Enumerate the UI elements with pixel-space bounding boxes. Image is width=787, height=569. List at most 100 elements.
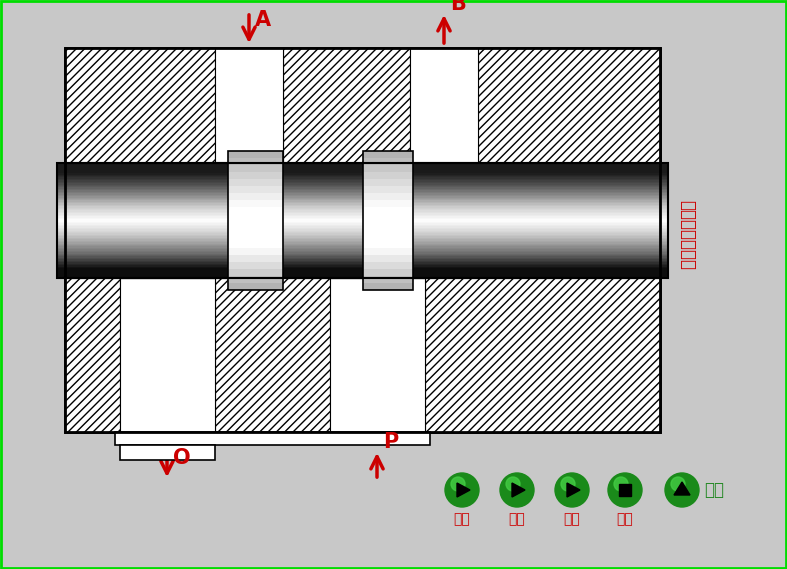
Bar bbox=[57, 189, 668, 192]
Bar bbox=[363, 199, 413, 207]
Bar bbox=[57, 254, 668, 257]
Bar bbox=[363, 206, 413, 213]
Bar bbox=[57, 184, 668, 186]
Bar bbox=[57, 253, 668, 255]
Bar bbox=[57, 221, 668, 224]
Bar bbox=[363, 178, 413, 185]
Text: 返回: 返回 bbox=[704, 481, 724, 499]
Bar bbox=[363, 241, 413, 248]
Bar bbox=[228, 283, 283, 290]
Bar bbox=[120, 260, 215, 278]
Bar bbox=[57, 250, 668, 252]
Bar bbox=[215, 48, 283, 163]
Bar bbox=[363, 248, 413, 255]
Bar bbox=[228, 220, 283, 228]
Bar bbox=[57, 261, 668, 263]
Bar bbox=[363, 192, 413, 200]
Bar bbox=[57, 234, 668, 236]
Bar bbox=[57, 222, 668, 225]
Bar bbox=[57, 188, 668, 190]
Bar bbox=[57, 209, 668, 212]
Bar bbox=[363, 255, 413, 262]
Bar bbox=[228, 255, 283, 262]
Bar bbox=[57, 212, 668, 215]
Bar bbox=[363, 262, 413, 269]
Bar bbox=[65, 48, 660, 432]
Bar bbox=[57, 248, 668, 251]
Bar bbox=[57, 240, 668, 242]
Bar bbox=[57, 166, 668, 169]
Text: 右位: 右位 bbox=[563, 512, 580, 526]
Bar bbox=[363, 151, 413, 290]
Circle shape bbox=[614, 477, 628, 491]
Bar bbox=[57, 192, 668, 195]
Bar bbox=[228, 178, 283, 185]
Bar bbox=[57, 198, 668, 200]
Bar bbox=[57, 179, 668, 182]
Circle shape bbox=[555, 473, 589, 507]
Bar bbox=[57, 201, 668, 203]
Bar bbox=[363, 220, 413, 228]
Bar bbox=[57, 228, 668, 230]
Bar bbox=[57, 233, 668, 235]
Bar bbox=[363, 275, 413, 283]
Bar bbox=[425, 278, 660, 432]
Text: 左位: 左位 bbox=[453, 512, 471, 526]
Bar bbox=[57, 255, 668, 258]
Bar bbox=[57, 163, 668, 166]
Bar bbox=[363, 171, 413, 179]
Text: 中位: 中位 bbox=[508, 512, 526, 526]
Bar bbox=[228, 199, 283, 207]
Bar bbox=[57, 185, 668, 187]
Circle shape bbox=[506, 477, 520, 491]
Bar bbox=[57, 251, 668, 254]
Polygon shape bbox=[457, 483, 470, 497]
Bar bbox=[57, 165, 668, 167]
Bar bbox=[410, 48, 478, 163]
Bar bbox=[57, 247, 668, 249]
Text: P: P bbox=[383, 432, 398, 452]
Text: 停止: 停止 bbox=[617, 512, 634, 526]
Bar bbox=[363, 150, 413, 158]
Bar bbox=[57, 242, 668, 245]
Bar bbox=[228, 275, 283, 283]
Bar bbox=[57, 172, 668, 175]
Bar bbox=[115, 432, 430, 445]
Bar bbox=[215, 278, 330, 432]
Bar bbox=[410, 163, 478, 181]
Bar bbox=[57, 269, 668, 271]
Bar bbox=[57, 264, 668, 266]
Bar bbox=[57, 266, 668, 268]
Bar bbox=[228, 213, 283, 221]
Bar bbox=[57, 196, 668, 199]
Bar bbox=[57, 236, 668, 238]
Bar bbox=[65, 48, 215, 163]
Bar bbox=[228, 248, 283, 255]
Bar bbox=[57, 271, 668, 274]
Bar bbox=[363, 283, 413, 290]
Bar bbox=[57, 191, 668, 193]
Bar bbox=[57, 226, 668, 229]
Bar bbox=[330, 260, 425, 278]
Bar bbox=[228, 164, 283, 172]
Bar bbox=[363, 227, 413, 234]
Bar bbox=[57, 260, 668, 262]
Bar bbox=[283, 48, 410, 163]
Bar bbox=[57, 267, 668, 269]
Bar bbox=[57, 229, 668, 232]
Bar bbox=[57, 182, 668, 184]
Bar bbox=[363, 269, 413, 276]
Bar bbox=[120, 278, 215, 432]
Bar bbox=[57, 241, 668, 244]
Bar bbox=[57, 207, 668, 209]
Bar bbox=[57, 275, 668, 278]
Bar bbox=[65, 278, 120, 432]
Bar bbox=[478, 48, 660, 163]
Bar bbox=[363, 213, 413, 221]
Bar bbox=[57, 163, 668, 278]
Bar bbox=[57, 244, 668, 246]
Bar bbox=[57, 168, 668, 170]
Bar bbox=[363, 185, 413, 193]
Bar bbox=[57, 178, 668, 180]
Circle shape bbox=[445, 473, 479, 507]
